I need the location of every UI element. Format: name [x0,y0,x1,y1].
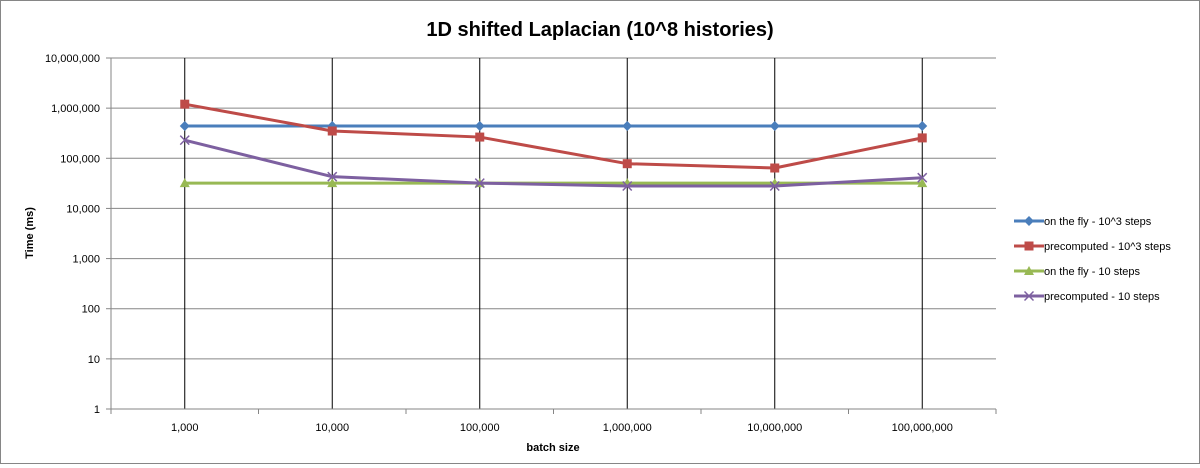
legend-item: on the fly - 10 steps [1014,266,1140,278]
data-point [917,133,927,143]
x-tick-label: 100,000,000 [892,422,953,434]
data-point [622,159,632,169]
data-point [622,121,633,132]
data-point [327,126,337,136]
y-tick-label: 10 [88,354,100,366]
x-tick-labels: 1,000 10,000 100,000 1,000,000 10,000,000 100… [171,422,953,434]
data-point [327,171,338,182]
legend-label: precomputed - 10 steps [1044,291,1160,303]
legend-label: on the fly - 10 steps [1044,266,1140,278]
chart-title: 1D shifted Laplacian (10^8 histories) [426,19,773,41]
data-point [327,178,338,188]
legend-label: on the fly - 10^3 steps [1044,216,1152,228]
legend-item: precomputed - 10^3 steps [1014,241,1171,253]
x-tick-label: 10,000 [315,422,349,434]
x-tick-label: 1,000,000 [603,422,652,434]
data-point [475,132,485,142]
y-tick-labels: 1 10 100 1,000 10,000 100,000 1,000,000 10,000,… [45,53,100,416]
gridlines [111,57,996,409]
data-point [179,121,190,132]
series-2 [180,99,927,173]
data-point [769,121,780,132]
data-point [917,178,928,188]
legend-marker [1023,290,1035,302]
legend-item: precomputed - 10 steps [1014,290,1160,303]
legend-label: precomputed - 10^3 steps [1044,241,1171,253]
y-tick-label: 1 [94,404,100,416]
x-tick-label: 10,000,000 [747,422,802,434]
data-point [180,99,190,109]
data-point [474,178,485,189]
y-tick-label: 10,000,000 [45,53,100,65]
x-tick-label: 100,000 [460,422,500,434]
legend-item: on the fly - 10^3 steps [1014,216,1152,228]
data-point [917,172,928,183]
y-tick-label: 100 [82,304,100,316]
y-axis-label: Time (ms) [24,207,36,259]
legend-marker [1024,241,1034,251]
data-point [917,121,928,132]
x-axis-label: batch size [526,442,579,454]
series-4 [179,135,928,192]
data-point [474,121,485,132]
series-line [184,102,923,170]
y-tick-label: 10,000 [66,203,100,215]
data-point [769,180,780,192]
y-tick-label: 100,000 [60,153,100,165]
data-point [770,163,780,173]
y-tick-label: 1,000,000 [51,103,100,115]
data-point [179,178,190,188]
data-point [622,180,633,192]
series-line [184,138,923,188]
legend: on the fly - 10^3 steps precomputed - 10^… [1014,216,1171,303]
series-lines [179,99,928,192]
data-point [327,121,338,132]
legend-marker [1024,216,1034,226]
y-tick-label: 1,000 [72,254,100,266]
data-point [179,135,190,146]
axes [106,57,997,414]
x-tick-label: 1,000 [171,422,199,434]
legend-marker [1024,266,1034,275]
